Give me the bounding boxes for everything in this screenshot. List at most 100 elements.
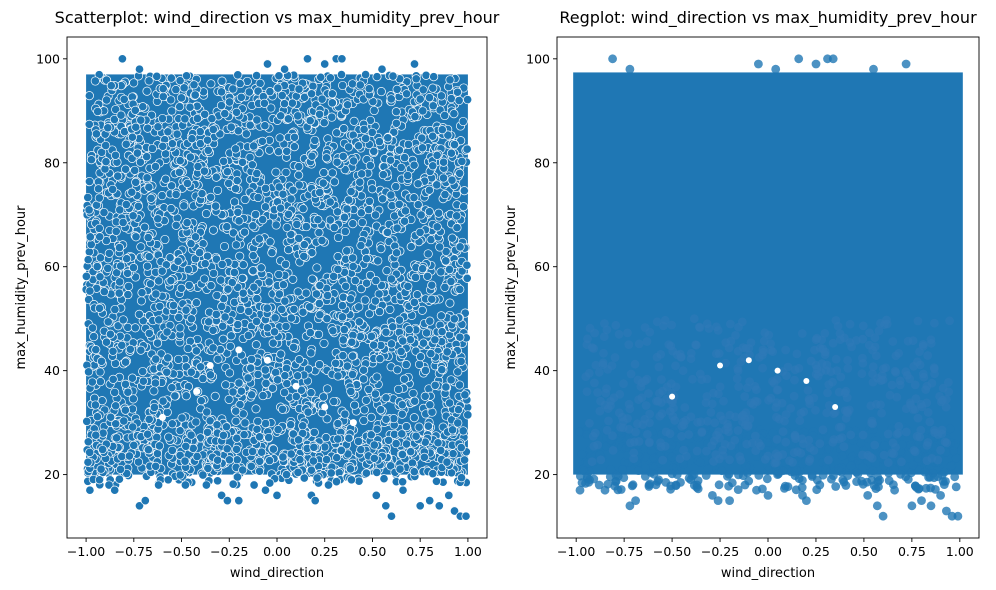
regplot-point (582, 387, 592, 396)
scatter-point (84, 367, 94, 377)
scatter-point (83, 457, 93, 467)
scatter-point (173, 256, 183, 266)
scatter-point (274, 71, 284, 81)
scatter-point (174, 312, 184, 322)
scatter-point (116, 110, 126, 120)
scatter-point (161, 149, 171, 159)
scatter-point (248, 251, 258, 261)
scatter-point (243, 330, 253, 341)
scatter-point (436, 91, 446, 101)
scatter-point (123, 290, 133, 300)
scatter-point (346, 475, 357, 485)
scatter-point (142, 152, 152, 162)
scatter-point (274, 182, 284, 192)
scatter-point (237, 157, 248, 167)
scatter-point (157, 113, 168, 124)
scatter-point (283, 245, 294, 255)
scatter-point (167, 383, 177, 393)
scatter-point (190, 254, 200, 264)
scatter-point (208, 325, 218, 335)
regplot-point (922, 441, 932, 450)
scatter-point (392, 365, 402, 375)
regplot-point (930, 318, 939, 328)
scatter-point (386, 511, 397, 521)
scatter-point (319, 118, 329, 128)
regplot-point (897, 440, 907, 450)
scatter-point (338, 292, 348, 302)
regplot-point (667, 452, 677, 462)
scatter-point (366, 430, 376, 440)
regplot-point (945, 316, 954, 326)
scatter-point (415, 227, 425, 237)
regplot-point (799, 407, 809, 417)
scatter-point (294, 84, 304, 94)
regplot-point (857, 369, 867, 379)
scatter-point (333, 264, 343, 274)
scatter-point (170, 391, 180, 401)
scatter-point (225, 341, 235, 351)
scatter-point (416, 210, 426, 220)
regplot-gap (717, 362, 724, 369)
scatter-point (449, 506, 460, 516)
scatter-point (160, 234, 170, 245)
regplot-point (794, 474, 804, 484)
scatter-point (282, 146, 292, 156)
regplot-point (671, 382, 681, 392)
scatter-point (152, 71, 162, 81)
scatter-point (289, 342, 299, 352)
scatter-point (288, 429, 298, 439)
scatter-point (299, 251, 309, 261)
scatter-point (154, 315, 164, 325)
scatter-point (344, 142, 354, 152)
scatter-point (299, 240, 309, 250)
scatter-point (339, 124, 349, 134)
scatter-point (428, 101, 438, 111)
regplot-point (758, 363, 767, 373)
scatter-point (190, 90, 200, 100)
regplot-point (614, 329, 624, 339)
scatter-point (255, 456, 265, 466)
scatter-point (153, 338, 163, 348)
scatter-point (195, 248, 205, 258)
scatter-point (217, 76, 227, 86)
x-tick-label: −1.00 (557, 544, 595, 559)
regplot-point (667, 320, 676, 330)
regplot-point (929, 363, 939, 372)
scatter-point (134, 501, 145, 511)
regplot-point (780, 416, 789, 426)
scatter-point (461, 511, 471, 521)
scatter-point (200, 109, 210, 119)
scatter-point (456, 443, 466, 453)
regplot-point (845, 338, 855, 347)
regplot-point (858, 321, 868, 331)
scatter-point (94, 475, 105, 485)
regplot-point (805, 454, 815, 464)
scatter-point (333, 252, 343, 262)
scatter-point (432, 150, 442, 160)
scatter-point (248, 446, 258, 457)
scatter-point (298, 421, 308, 431)
scatter-point (281, 259, 291, 269)
chart-title: Regplot: wind_direction vs max_humidity_… (559, 8, 977, 28)
scatter-point (386, 155, 396, 165)
regplot-point (786, 404, 795, 413)
scatter-point (367, 127, 377, 137)
scatter-point (455, 242, 465, 252)
regplot-point (824, 444, 834, 454)
regplot-point (795, 416, 805, 426)
regplot-point (732, 374, 742, 383)
scatter-point (271, 220, 281, 230)
regplot-point (922, 456, 932, 465)
scatter-point (338, 151, 348, 161)
scatter-point (96, 464, 106, 474)
regplot-point (714, 480, 724, 490)
regplot-point (590, 378, 599, 388)
scatter-point (204, 317, 214, 327)
scatter-point (187, 134, 197, 144)
regplot-point (820, 329, 830, 338)
scatter-point (129, 440, 139, 450)
regplot-point (789, 391, 799, 401)
scatter-point (293, 111, 303, 121)
scatter-point (136, 296, 146, 306)
scatter-point (348, 351, 358, 361)
